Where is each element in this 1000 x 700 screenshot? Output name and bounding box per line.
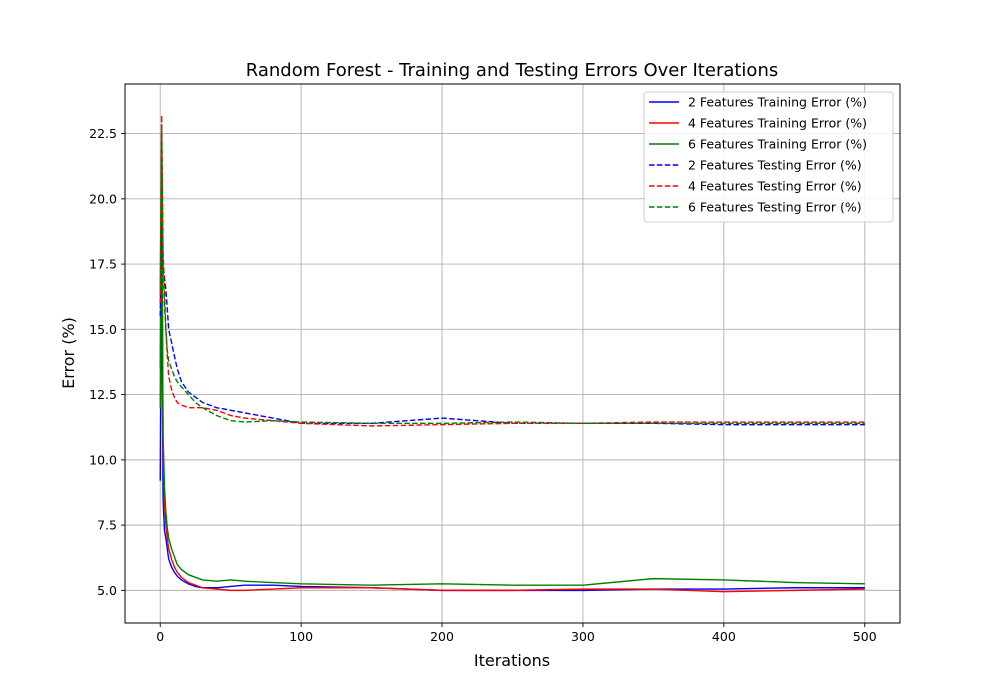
x-axis-ticks: 0 100 200 300 400 500 — [156, 623, 877, 644]
y-tick-label: 15.0 — [89, 322, 117, 337]
x-tick-label: 500 — [853, 629, 877, 644]
series-lines — [159, 114, 865, 593]
y-tick-label: 10.0 — [89, 452, 117, 467]
x-tick-label: 0 — [156, 629, 164, 644]
y-tick-label: 7.5 — [97, 518, 117, 533]
legend-label-3: 6 Features Training Error (%) — [688, 137, 867, 152]
series-line-6 — [159, 125, 865, 425]
y-tick-label: 5.0 — [97, 583, 117, 598]
legend-label-6: 6 Features Testing Error (%) — [688, 200, 862, 215]
legend-label-1: 2 Features Training Error (%) — [688, 95, 867, 110]
y-tick-label: 20.0 — [89, 191, 117, 206]
plot-frame — [124, 83, 901, 624]
series-line-2 — [159, 145, 865, 593]
chart-title: Random Forest - Training and Testing Err… — [246, 60, 778, 81]
x-axis-label: Iterations — [474, 651, 550, 670]
x-tick-label: 200 — [430, 629, 454, 644]
legend-box — [643, 91, 894, 223]
series-line-4 — [159, 224, 865, 426]
legend-label-2: 4 Features Training Error (%) — [688, 116, 867, 131]
x-tick-label: 100 — [289, 629, 313, 644]
legend-label-4: 2 Features Testing Error (%) — [688, 158, 862, 173]
y-axis-ticks: 5.0 7.5 10.0 12.5 15.0 17.5 20.0 22.5 — [89, 126, 125, 598]
series-line-3 — [159, 132, 865, 586]
y-tick-label: 12.5 — [89, 387, 117, 402]
x-tick-label: 400 — [712, 629, 736, 644]
y-tick-label: 22.5 — [89, 126, 117, 141]
legend-label-5: 4 Features Testing Error (%) — [688, 179, 862, 194]
grid — [125, 84, 900, 623]
y-axis-label: Error (%) — [59, 317, 78, 389]
legend: 2 Features Training Error (%) 4 Features … — [643, 91, 894, 223]
x-tick-label: 300 — [571, 629, 595, 644]
y-tick-label: 17.5 — [89, 257, 117, 272]
